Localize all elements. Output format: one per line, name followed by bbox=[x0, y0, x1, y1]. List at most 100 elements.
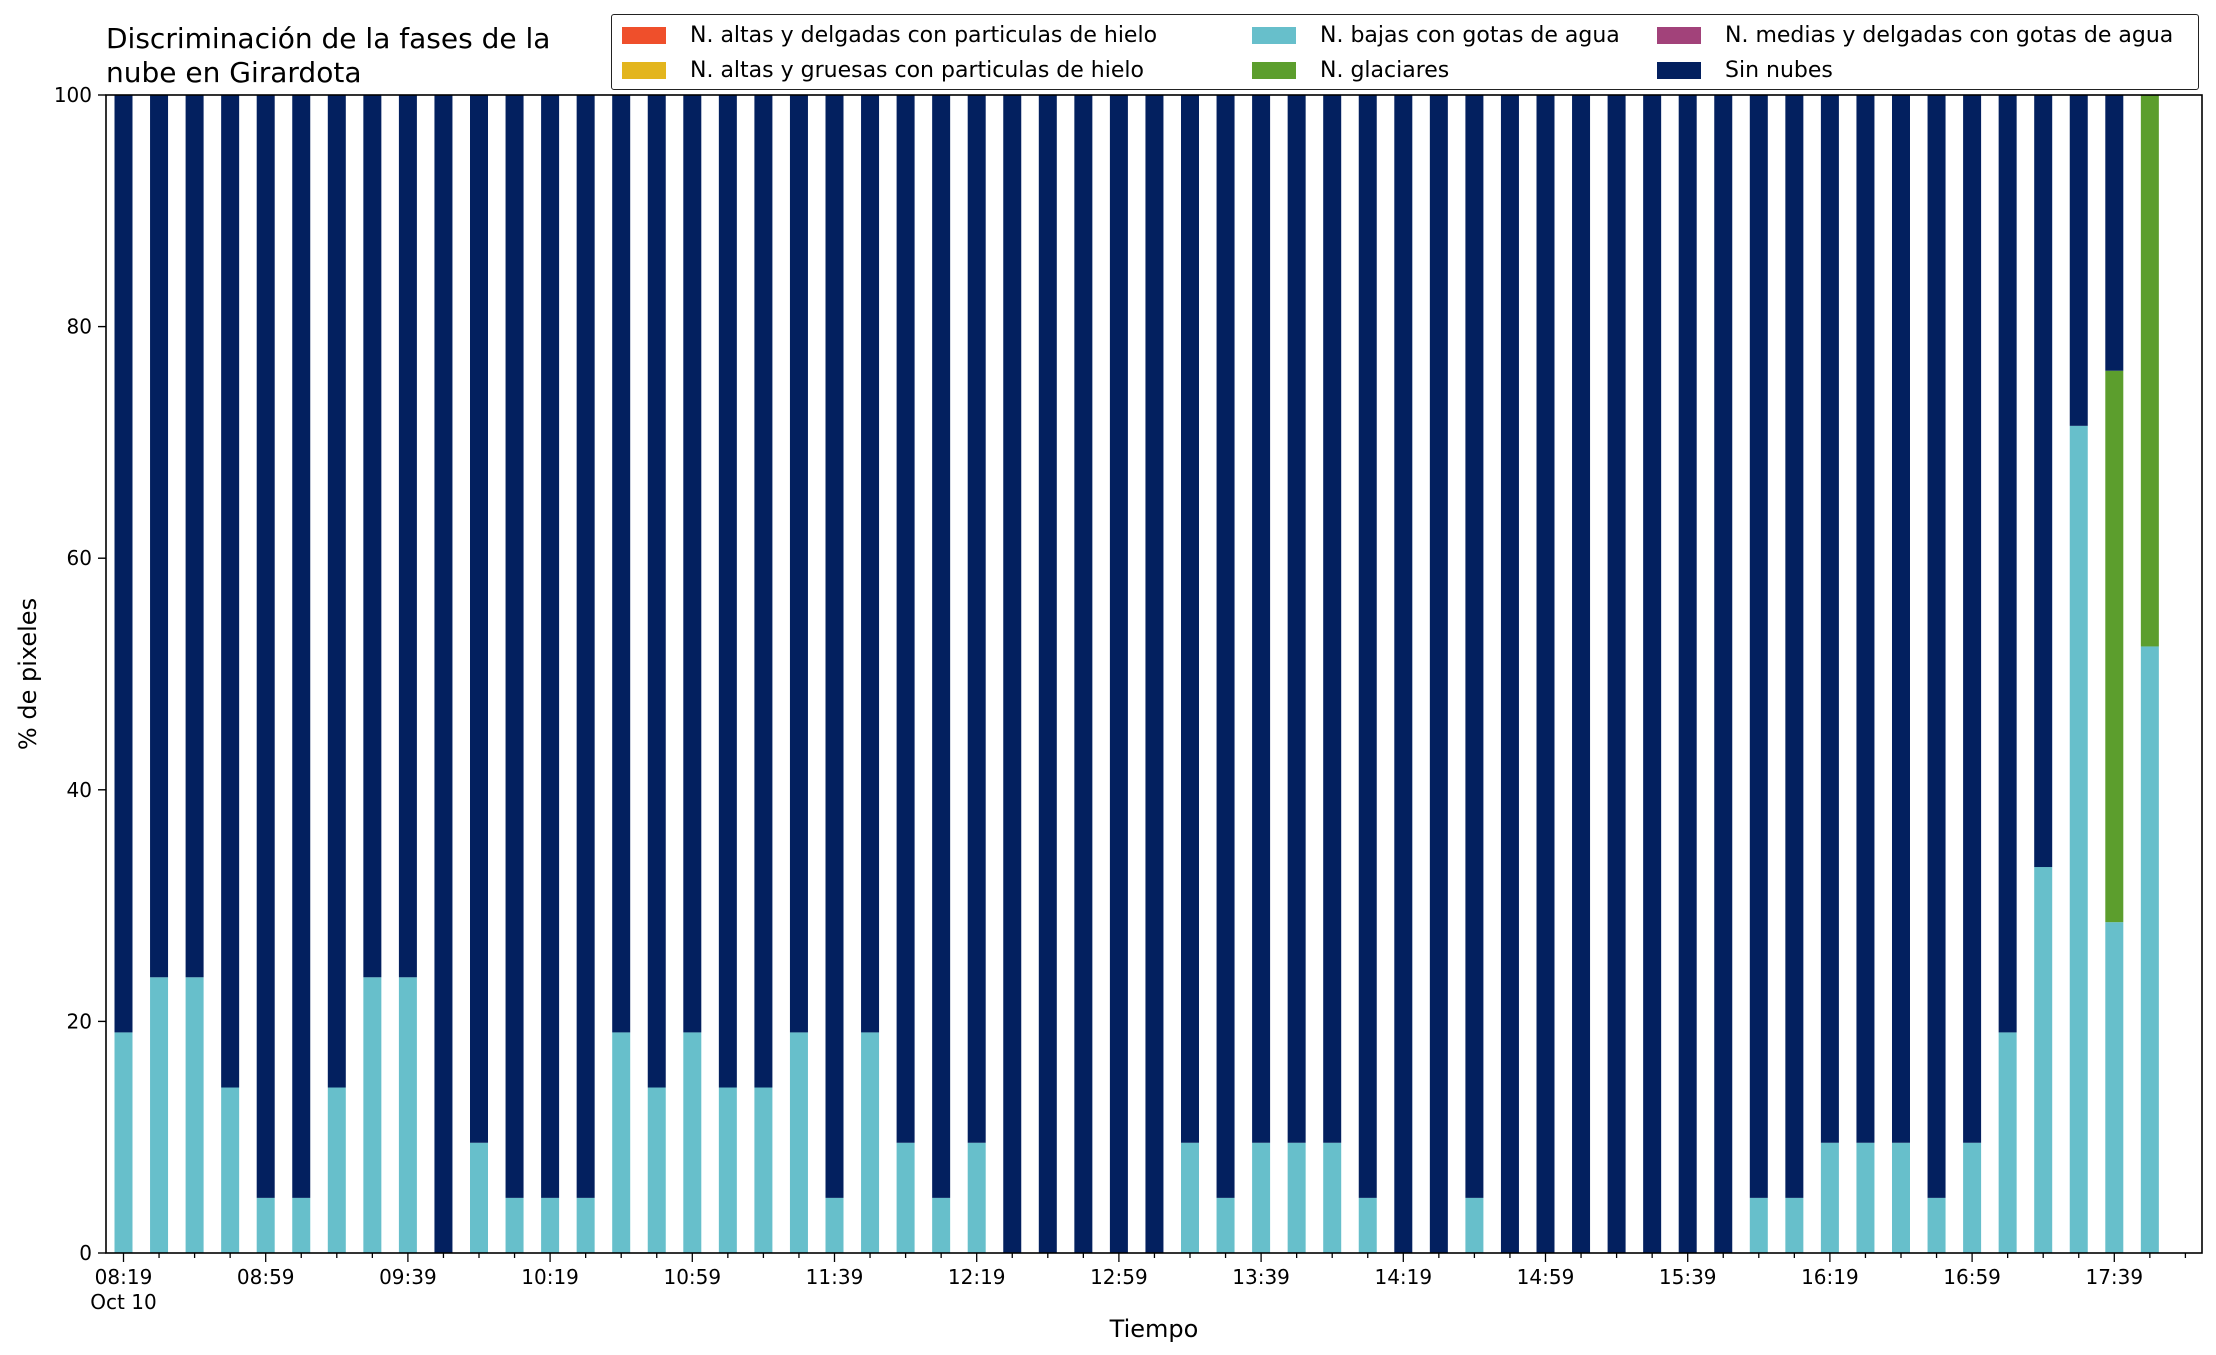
bar-segment-bajas-agua-47 bbox=[1749, 1197, 1768, 1253]
y-axis-label: % de pixeles bbox=[14, 598, 42, 750]
bar-segment-sin-nubes-54 bbox=[1998, 95, 2017, 1033]
bar-segment-sin-nubes-1 bbox=[114, 95, 133, 1033]
x-tick-label-0939: 09:39 bbox=[379, 1265, 437, 1289]
bar-segment-bajas-agua-22 bbox=[861, 1032, 880, 1253]
x-tick-label-1339: 13:39 bbox=[1232, 1265, 1290, 1289]
bar-segment-sin-nubes-21 bbox=[825, 95, 844, 1198]
bar-segment-sin-nubes-12 bbox=[505, 95, 524, 1198]
y-tick-label-20: 20 bbox=[67, 1009, 92, 1033]
bar-segment-sin-nubes-14 bbox=[576, 95, 595, 1198]
bar-segment-sin-nubes-40 bbox=[1500, 95, 1519, 1253]
bar-segment-sin-nubes-11 bbox=[470, 95, 488, 1143]
x-tick-label-1219: 12:19 bbox=[948, 1265, 1006, 1289]
bar-segment-sin-nubes-18 bbox=[718, 95, 737, 1088]
bar-segment-bajas-agua-12 bbox=[505, 1197, 524, 1253]
bar-segment-bajas-agua-20 bbox=[789, 1032, 808, 1253]
x-axis-label: Tiempo bbox=[1109, 1315, 1199, 1343]
bar-segment-bajas-agua-4 bbox=[221, 1087, 240, 1253]
bar-segment-sin-nubes-23 bbox=[896, 95, 915, 1143]
bar-segment-sin-nubes-27 bbox=[1038, 95, 1057, 1253]
bar-segment-sin-nubes-6 bbox=[292, 95, 311, 1198]
legend-item-altas-delgadas: N. altas y delgadas con particulas de hi… bbox=[622, 19, 1157, 51]
bar-segment-bajas-agua-15 bbox=[612, 1032, 631, 1253]
legend-label-sin-nubes: Sin nubes bbox=[1725, 57, 1833, 83]
bar-segment-bajas-agua-53 bbox=[1963, 1142, 1982, 1253]
bar-segment-sin-nubes-8 bbox=[363, 95, 382, 978]
bar-segment-sin-nubes-19 bbox=[754, 95, 773, 1088]
chart-title-line-2: nube en Girardota bbox=[106, 56, 362, 89]
bar-segment-sin-nubes-56 bbox=[2069, 95, 2088, 426]
legend-item-bajas-agua: N. bajas con gotas de agua bbox=[1252, 19, 1620, 51]
bar-segment-sin-nubes-37 bbox=[1394, 95, 1413, 1253]
x-date-label: Oct 10 bbox=[90, 1290, 156, 1314]
bar-segment-sin-nubes-34 bbox=[1287, 95, 1306, 1143]
legend-label-altas-delgadas: N. altas y delgadas con particulas de hi… bbox=[690, 22, 1158, 48]
bar-segment-bajas-agua-1 bbox=[114, 1032, 133, 1253]
bar-segment-bajas-agua-21 bbox=[825, 1197, 844, 1253]
x-tick-label-0819: 08:19 bbox=[95, 1265, 153, 1289]
bar-segment-sin-nubes-7 bbox=[327, 95, 346, 1088]
bar-segment-bajas-agua-56 bbox=[2069, 425, 2088, 1254]
bar-segment-sin-nubes-44 bbox=[1643, 95, 1662, 1253]
bar-segment-sin-nubes-43 bbox=[1607, 95, 1626, 1253]
bar-segment-sin-nubes-32 bbox=[1216, 95, 1235, 1198]
legend-swatch-medias-delgadas bbox=[1657, 26, 1701, 44]
bar-segment-bajas-agua-7 bbox=[327, 1087, 346, 1253]
bar-segment-sin-nubes-15 bbox=[612, 95, 631, 1033]
bar-segment-sin-nubes-49 bbox=[1820, 95, 1839, 1143]
legend-swatch-altas-gruesas bbox=[622, 61, 666, 79]
legend-swatch-sin-nubes bbox=[1657, 61, 1701, 79]
bar-segment-bajas-agua-54 bbox=[1998, 1032, 2017, 1253]
legend-item-sin-nubes: Sin nubes bbox=[1657, 54, 1833, 86]
bar-segment-sin-nubes-41 bbox=[1536, 95, 1555, 1253]
bar-segment-sin-nubes-17 bbox=[683, 95, 702, 1033]
bar-segment-bajas-agua-39 bbox=[1465, 1197, 1484, 1253]
bar-segment-bajas-agua-34 bbox=[1287, 1142, 1306, 1253]
bar-segment-sin-nubes-36 bbox=[1358, 95, 1377, 1198]
chart-legend: N. altas y delgadas con particulas de hi… bbox=[611, 14, 2199, 90]
bar-segment-sin-nubes-45 bbox=[1678, 95, 1697, 1253]
bar-segment-sin-nubes-52 bbox=[1927, 95, 1946, 1198]
legend-item-medias-delgadas: N. medias y delgadas con gotas de agua bbox=[1657, 19, 2173, 51]
x-tick-label-1539: 15:39 bbox=[1659, 1265, 1717, 1289]
bar-segment-sin-nubes-39 bbox=[1465, 95, 1484, 1198]
legend-item-glaciares: N. glaciares bbox=[1252, 54, 1449, 86]
bar-segment-bajas-agua-48 bbox=[1785, 1197, 1804, 1253]
x-tick-label-1019: 10:19 bbox=[521, 1265, 579, 1289]
bar-segment-sin-nubes-16 bbox=[647, 95, 666, 1088]
chart-title-line-1: Discriminación de la fases de la bbox=[106, 22, 551, 55]
legend-swatch-altas-delgadas bbox=[622, 26, 666, 44]
bar-segment-bajas-agua-32 bbox=[1216, 1197, 1235, 1253]
bar-segment-bajas-agua-8 bbox=[363, 977, 382, 1253]
bar-segment-bajas-agua-13 bbox=[541, 1197, 560, 1253]
bar-segment-sin-nubes-42 bbox=[1572, 95, 1591, 1253]
bar-segment-sin-nubes-55 bbox=[2034, 95, 2053, 868]
bar-segment-sin-nubes-10 bbox=[434, 95, 453, 1253]
bar-segment-sin-nubes-26 bbox=[1003, 95, 1022, 1253]
bar-segment-bajas-agua-24 bbox=[932, 1197, 951, 1253]
bar-segment-sin-nubes-33 bbox=[1252, 95, 1271, 1143]
legend-label-altas-gruesas: N. altas y gruesas con particulas de hie… bbox=[690, 57, 1144, 83]
bar-segment-sin-nubes-28 bbox=[1074, 95, 1093, 1253]
legend-label-glaciares: N. glaciares bbox=[1320, 57, 1450, 83]
bar-segment-glaciares-58 bbox=[2140, 95, 2159, 647]
legend-label-bajas-agua: N. bajas con gotas de agua bbox=[1320, 22, 1620, 48]
x-tick-label-1139: 11:39 bbox=[806, 1265, 864, 1289]
bar-segment-sin-nubes-53 bbox=[1963, 95, 1982, 1143]
bar-segment-bajas-agua-3 bbox=[185, 977, 204, 1253]
bar-segment-bajas-agua-23 bbox=[896, 1142, 915, 1253]
bar-segment-bajas-agua-19 bbox=[754, 1087, 773, 1253]
legend-swatch-bajas-agua bbox=[1252, 26, 1296, 44]
bar-segment-bajas-agua-36 bbox=[1358, 1197, 1377, 1253]
bar-segment-sin-nubes-29 bbox=[1109, 95, 1128, 1253]
bar-segment-bajas-agua-51 bbox=[1892, 1142, 1910, 1253]
bar-segment-bajas-agua-25 bbox=[967, 1142, 986, 1253]
bar-segment-bajas-agua-11 bbox=[470, 1142, 488, 1253]
bar-segment-sin-nubes-46 bbox=[1714, 95, 1733, 1253]
x-tick-label-1619: 16:19 bbox=[1801, 1265, 1859, 1289]
bar-segment-sin-nubes-2 bbox=[150, 95, 169, 978]
bar-segment-sin-nubes-9 bbox=[398, 95, 417, 978]
y-tick-label-80: 80 bbox=[67, 315, 92, 339]
bar-segment-bajas-agua-17 bbox=[683, 1032, 702, 1253]
